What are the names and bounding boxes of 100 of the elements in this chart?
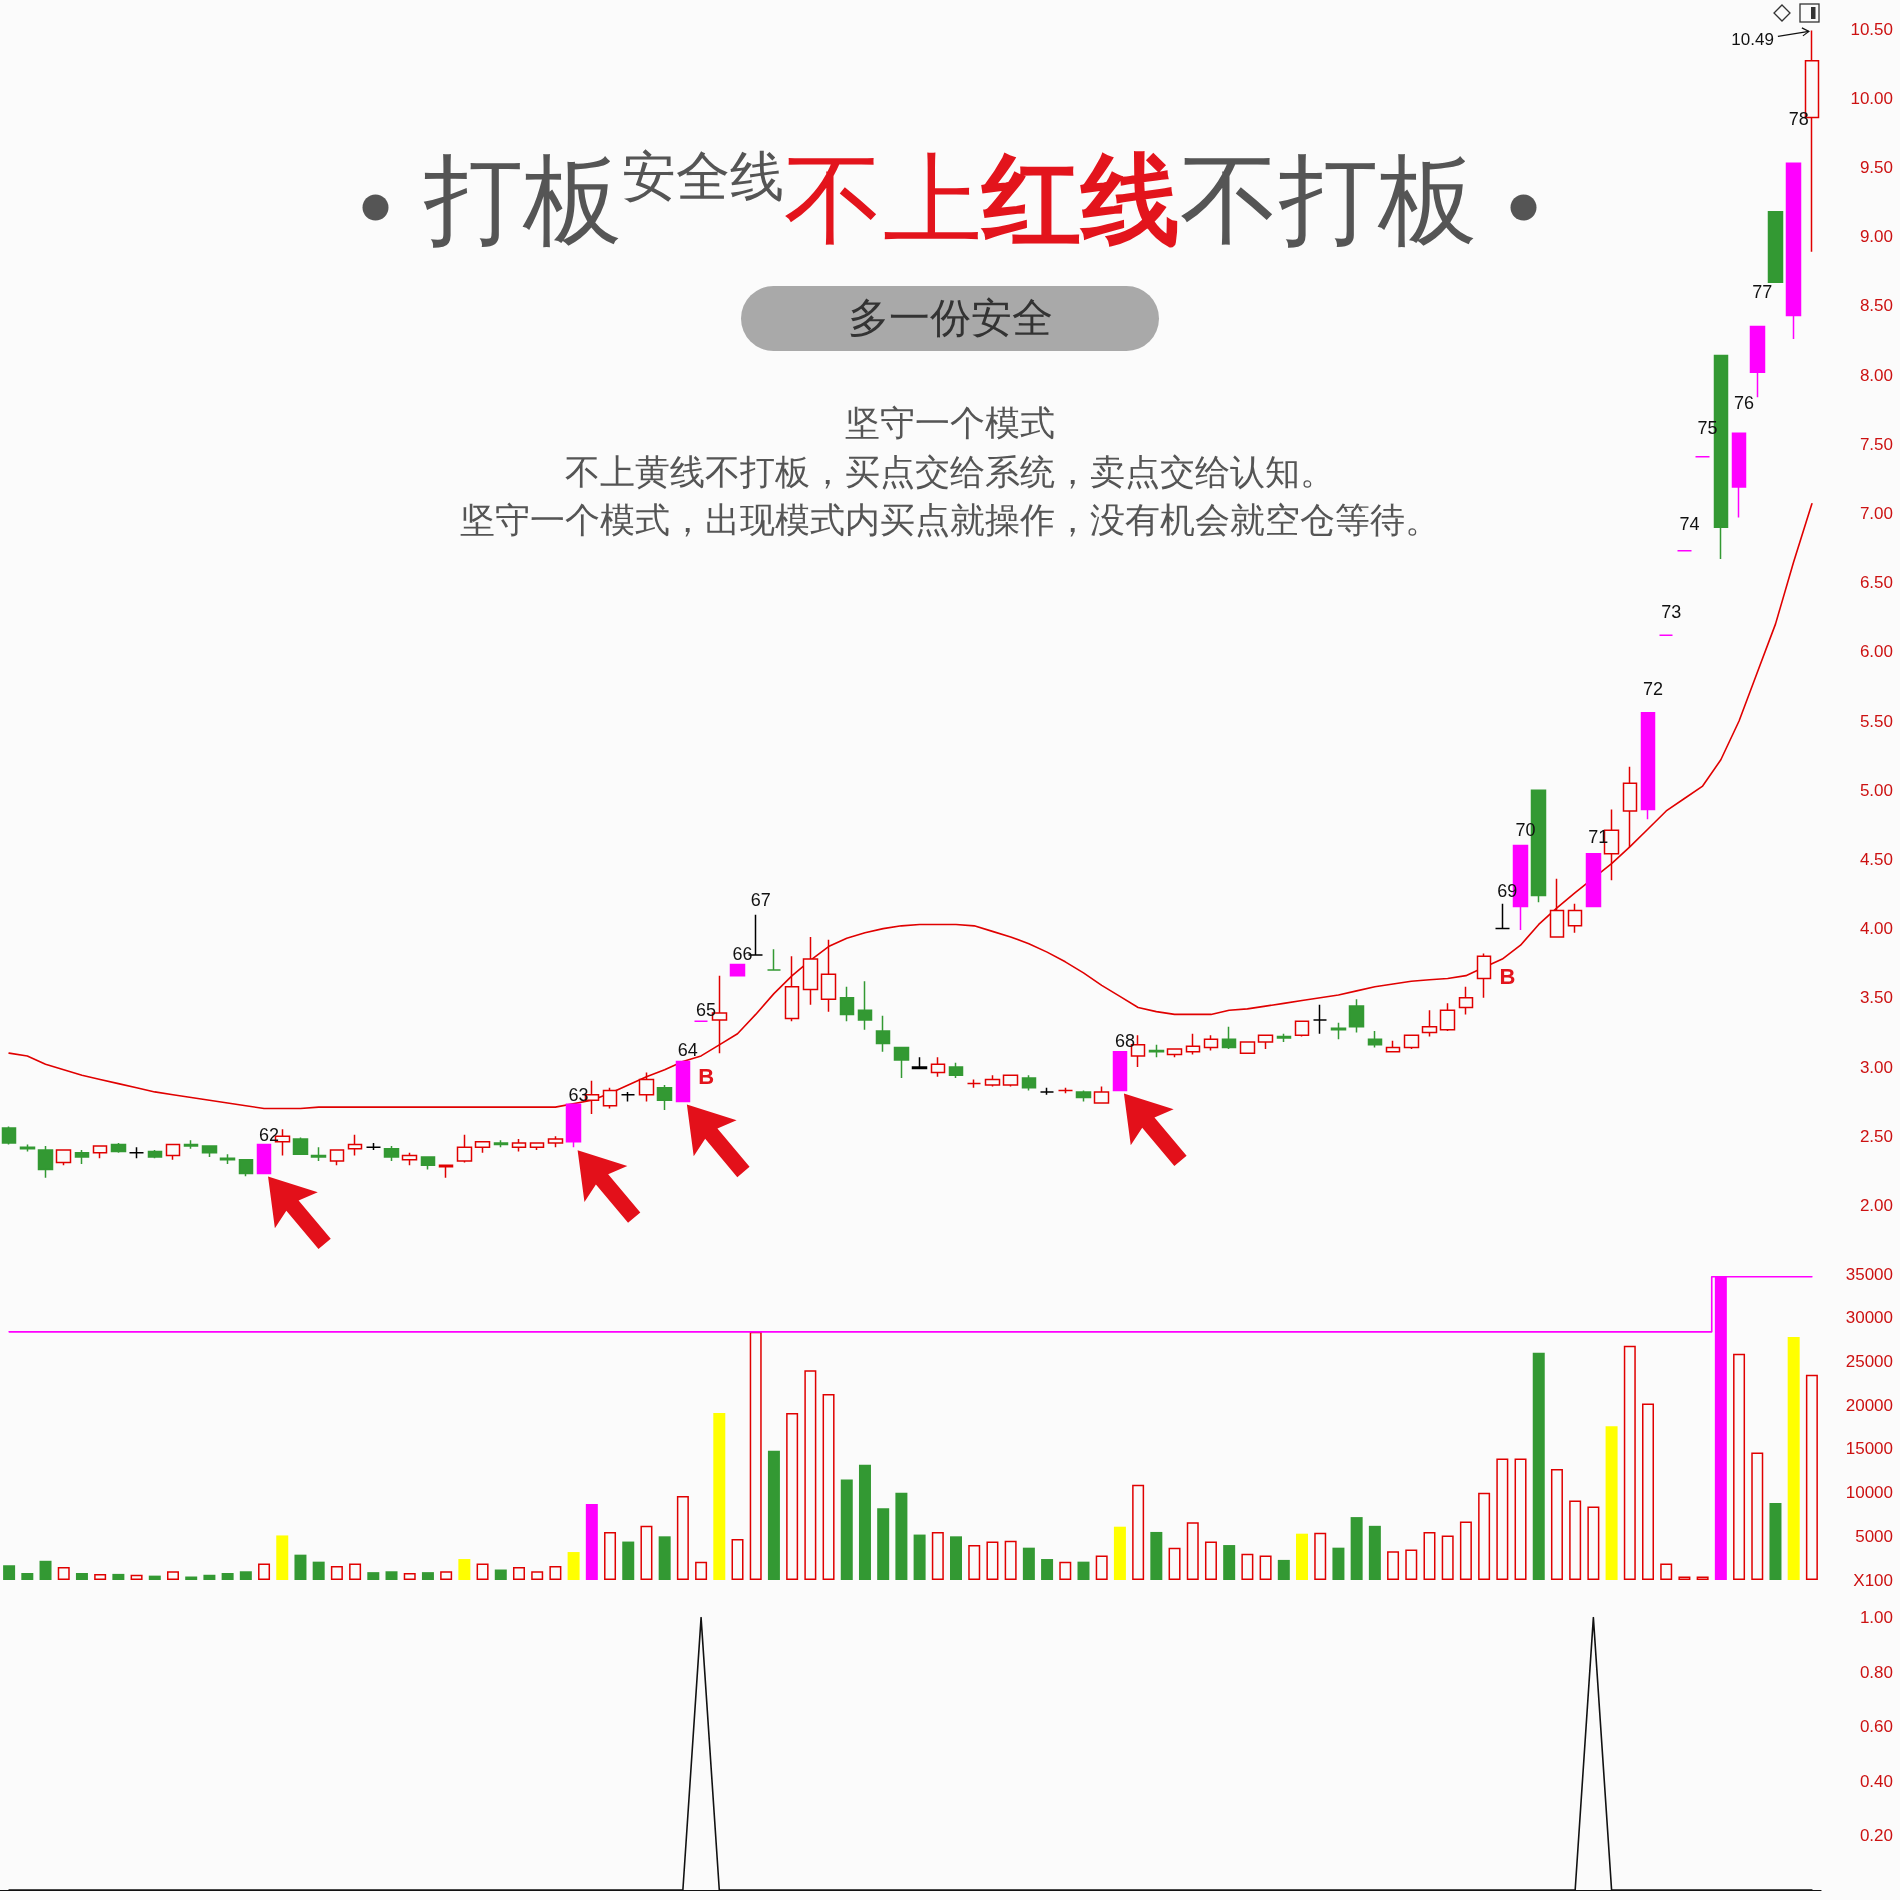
candlestick bbox=[1, 1125, 17, 1146]
bar bbox=[1277, 1559, 1290, 1580]
candlestick bbox=[1549, 878, 1565, 938]
candlestick bbox=[1439, 1002, 1456, 1032]
y-tick-label: 6.00 bbox=[1859, 642, 1893, 662]
bar bbox=[21, 1573, 34, 1580]
bar bbox=[130, 1574, 143, 1580]
bar bbox=[276, 1535, 289, 1580]
bar bbox=[258, 1563, 271, 1580]
bar bbox=[822, 1393, 835, 1580]
bar bbox=[1769, 1503, 1782, 1580]
bar bbox=[512, 1566, 525, 1580]
bar bbox=[1296, 1533, 1309, 1580]
annotation: 68 bbox=[1114, 1030, 1135, 1051]
annotation: 62 bbox=[259, 1124, 280, 1145]
y-tick-label: 5.50 bbox=[1859, 711, 1893, 731]
bar bbox=[877, 1508, 890, 1580]
y-tick-label: 0.60 bbox=[1859, 1717, 1893, 1737]
candlestick bbox=[911, 1056, 928, 1070]
bar bbox=[1150, 1531, 1163, 1580]
candlestick bbox=[693, 1020, 709, 1023]
bar bbox=[239, 1571, 252, 1580]
bar bbox=[895, 1492, 908, 1580]
candlestick bbox=[1330, 1021, 1347, 1041]
bar bbox=[3, 1565, 16, 1580]
candlestick bbox=[1294, 1020, 1310, 1038]
annotation: B bbox=[698, 1063, 715, 1089]
bar bbox=[1733, 1353, 1746, 1580]
bar bbox=[567, 1552, 580, 1580]
bar bbox=[767, 1450, 780, 1580]
bar bbox=[1496, 1458, 1509, 1580]
bar bbox=[1587, 1506, 1600, 1580]
y-tick-label: 3.00 bbox=[1859, 1057, 1893, 1077]
y-tick-label: 25000 bbox=[1845, 1352, 1893, 1372]
annotation: 63 bbox=[568, 1084, 589, 1105]
y-tick-label: 0.40 bbox=[1859, 1771, 1893, 1791]
bar bbox=[312, 1561, 325, 1580]
candlestick bbox=[1731, 432, 1747, 519]
y-tick-label: 4.00 bbox=[1859, 919, 1893, 939]
bar bbox=[913, 1534, 926, 1580]
bar bbox=[385, 1571, 398, 1580]
candlestick bbox=[238, 1158, 254, 1178]
bar bbox=[968, 1545, 981, 1580]
bar bbox=[1751, 1452, 1764, 1580]
y-tick-label: 0.80 bbox=[1859, 1662, 1893, 1682]
bar bbox=[1478, 1492, 1491, 1580]
bar bbox=[1004, 1540, 1017, 1580]
y-tick-label: 0.20 bbox=[1859, 1826, 1893, 1846]
candlestick bbox=[147, 1149, 163, 1160]
bar bbox=[1241, 1553, 1254, 1580]
candlestick bbox=[1749, 325, 1766, 398]
annotation: 坚守一个模式，出现模式内买点就操作，没有机会就空仓等待。 bbox=[460, 500, 1440, 540]
candlestick bbox=[456, 1134, 473, 1164]
candlestick bbox=[420, 1156, 436, 1171]
candlestick bbox=[1093, 1085, 1110, 1104]
bar bbox=[1787, 1337, 1800, 1580]
candlestick bbox=[1002, 1074, 1019, 1088]
bar bbox=[1332, 1547, 1345, 1580]
y-tick-label: 9.00 bbox=[1859, 227, 1893, 247]
annotation: 不上黄线不打板，买点交给系统，卖点交给认知。 bbox=[565, 451, 1335, 492]
candlestick bbox=[165, 1143, 181, 1161]
annotation: 76 bbox=[1734, 392, 1755, 413]
bar bbox=[1532, 1352, 1545, 1580]
bar bbox=[349, 1563, 362, 1580]
y-tick-label: 5000 bbox=[1855, 1526, 1893, 1546]
candlestick bbox=[511, 1138, 527, 1153]
candlestick bbox=[310, 1146, 327, 1162]
bar bbox=[658, 1536, 671, 1580]
bar bbox=[57, 1566, 70, 1580]
bar bbox=[640, 1525, 653, 1580]
bar bbox=[1223, 1545, 1236, 1580]
candlestick bbox=[1221, 1026, 1237, 1050]
candlestick bbox=[1276, 1033, 1292, 1043]
candlestick bbox=[383, 1145, 400, 1162]
y-tick-label: 10000 bbox=[1845, 1483, 1893, 1503]
bar bbox=[1605, 1426, 1618, 1580]
candlestick bbox=[638, 1071, 655, 1103]
candlestick bbox=[1112, 1051, 1128, 1092]
candlestick bbox=[474, 1140, 491, 1154]
bar bbox=[1077, 1561, 1090, 1580]
candlestick bbox=[1367, 1030, 1383, 1049]
y-tick-label: 10.50 bbox=[1850, 19, 1893, 39]
bar bbox=[1623, 1345, 1636, 1580]
bar bbox=[1204, 1541, 1217, 1580]
y-tick-label: 2.50 bbox=[1859, 1126, 1893, 1146]
candlestick bbox=[1640, 711, 1656, 821]
bar bbox=[1259, 1555, 1272, 1580]
bar bbox=[148, 1575, 161, 1580]
bar bbox=[1642, 1403, 1655, 1580]
candlestick bbox=[984, 1074, 1001, 1088]
y-tick-label: 35000 bbox=[1845, 1264, 1893, 1284]
bar bbox=[1805, 1374, 1818, 1580]
candlestick bbox=[1148, 1044, 1165, 1059]
candlestick bbox=[1421, 1009, 1438, 1038]
candlestick bbox=[529, 1142, 545, 1151]
bar bbox=[1441, 1535, 1454, 1580]
bar bbox=[1059, 1561, 1072, 1580]
bar bbox=[1423, 1531, 1436, 1580]
candlestick bbox=[55, 1149, 72, 1167]
bar bbox=[39, 1560, 52, 1580]
